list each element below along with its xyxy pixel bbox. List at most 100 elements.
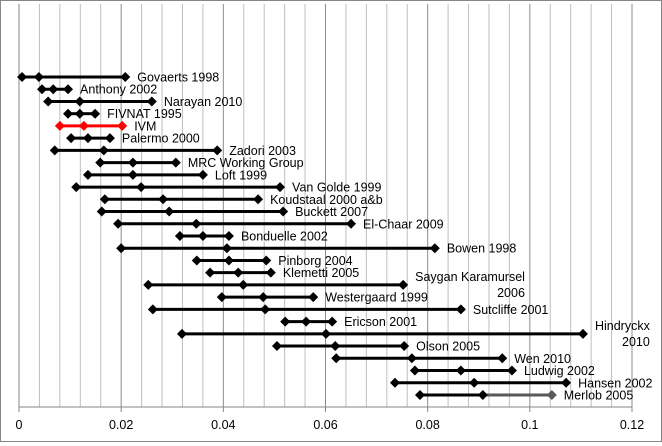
data-label: Ludwig 2002	[524, 364, 595, 378]
data-row: Pinborg 2004	[191, 254, 353, 268]
data-label: Bowen 1998	[447, 242, 517, 256]
x-axis: 0 0.02 0.04 0.06 0.08 0.1 0.12	[16, 4, 644, 432]
data-point-marker	[78, 120, 89, 131]
data-label: Buckett 2007	[295, 205, 368, 219]
data-row: Loft 1999	[82, 168, 267, 182]
data-label: Zadori 2003	[229, 144, 296, 158]
data-point-marker	[71, 182, 82, 193]
data-label: Palermo 2000	[122, 132, 200, 146]
data-point-marker	[455, 304, 466, 315]
data-row: Ericson 2001	[280, 315, 417, 329]
data-point-marker	[455, 365, 466, 376]
data-point-marker	[258, 292, 269, 303]
data-row: Hansen 2002	[389, 376, 653, 390]
data-point-marker	[127, 157, 138, 168]
data-label: Koudstaal 2000 a&b	[270, 193, 383, 207]
data-label: Hansen 2002	[578, 376, 652, 390]
data-point-marker	[308, 292, 319, 303]
data-point-marker	[275, 182, 286, 193]
data-label: Saygan Karamursel	[415, 270, 525, 284]
data-point-marker	[398, 279, 409, 290]
data-point-marker	[280, 316, 291, 327]
data-row: Van Golde 1999	[71, 181, 382, 195]
data-point-marker	[265, 267, 276, 278]
data-point-marker	[216, 292, 227, 303]
data-point-marker	[399, 341, 410, 352]
data-row: Wen 2010	[331, 352, 571, 366]
data-point-marker	[146, 96, 157, 107]
data-point-marker	[223, 230, 234, 241]
data-point-marker	[409, 365, 420, 376]
x-tick-label: 0.06	[313, 418, 337, 432]
data-point-marker	[346, 218, 357, 229]
data-label: Westergaard 1999	[325, 291, 428, 305]
data-label: Van Golde 1999	[292, 181, 381, 195]
data-point-marker	[233, 267, 244, 278]
data-label: El-Chaar 2009	[363, 217, 444, 231]
gridlines	[38, 4, 633, 407]
data-point-marker	[253, 194, 264, 205]
x-tick-label: 0.02	[109, 418, 133, 432]
data-label: Narayan 2010	[164, 95, 243, 109]
data-point-marker	[63, 84, 74, 95]
data-label: Hindryckx	[595, 319, 651, 333]
data-label: Olson 2005	[416, 340, 480, 354]
data-point-marker	[136, 182, 147, 193]
data-point-marker	[54, 120, 65, 131]
data-point-marker	[469, 377, 480, 388]
data-point-marker	[191, 255, 202, 266]
data-point-marker	[96, 206, 107, 217]
data-label: IVM	[134, 119, 156, 133]
data-row: Hindryckx 2010	[176, 319, 651, 349]
data-point-marker	[331, 353, 342, 364]
data-label: FIVNAT 1995	[107, 107, 182, 121]
data-label: 2010	[622, 335, 650, 349]
data-point-marker	[98, 145, 109, 156]
data-point-marker	[212, 145, 223, 156]
data-point-marker	[205, 267, 216, 278]
data-label: Anthony 2002	[80, 83, 157, 97]
data-point-marker	[158, 194, 169, 205]
data-point-marker	[301, 316, 312, 327]
data-point-marker	[577, 328, 588, 339]
data-point-marker	[74, 96, 85, 107]
data-row: Ludwig 2002	[409, 364, 595, 378]
data-label: Merlob 2005	[564, 388, 634, 402]
data-row: Sutcliffe 2001	[147, 303, 548, 317]
data-row: Westergaard 1999	[216, 291, 428, 305]
data-point-marker	[223, 255, 234, 266]
data-point-marker	[48, 84, 59, 95]
data-row: Merlob 2005	[415, 388, 633, 402]
data-point-marker	[74, 108, 85, 119]
data-point-marker	[497, 353, 508, 364]
data-point-marker	[406, 353, 417, 364]
data-point-marker	[120, 72, 131, 82]
data-point-marker	[127, 169, 138, 180]
data-label: Bonduelle 2002	[241, 229, 328, 243]
data-point-marker	[99, 194, 110, 205]
data-point-marker	[143, 279, 154, 290]
data-point-marker	[477, 389, 488, 400]
x-tick-label: 0	[16, 418, 23, 432]
data-point-marker	[191, 218, 202, 229]
data-point-marker	[321, 328, 332, 339]
data-point-marker	[197, 230, 208, 241]
data-label: Wen 2010	[514, 352, 571, 366]
data-point-marker	[63, 108, 74, 119]
data-label: Pinborg 2004	[278, 254, 352, 268]
data-label: Loft 1999	[215, 168, 267, 182]
data-row: Anthony 2002	[36, 83, 157, 97]
data-point-marker	[82, 169, 93, 180]
data-point-marker	[113, 218, 124, 229]
data-point-marker	[176, 328, 187, 339]
data-point-marker	[238, 279, 249, 290]
data-point-marker	[164, 206, 175, 217]
data-point-marker	[104, 133, 115, 144]
data-point-marker	[82, 133, 93, 144]
data-label: Govaerts 1998	[137, 71, 219, 85]
x-tick-label: 0.1	[521, 418, 538, 432]
data-row: Klemetti 2005	[205, 266, 359, 280]
